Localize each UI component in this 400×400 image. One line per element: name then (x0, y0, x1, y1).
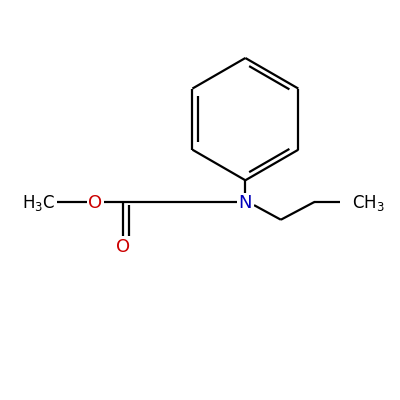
Text: N: N (239, 194, 252, 212)
Text: H$_3$C: H$_3$C (22, 193, 56, 213)
Text: O: O (116, 238, 130, 256)
Text: H$_3$C: H$_3$C (22, 193, 56, 213)
Text: N: N (239, 194, 252, 212)
Text: CH$_3$: CH$_3$ (352, 193, 385, 213)
Text: O: O (88, 194, 102, 212)
Text: O: O (88, 194, 102, 212)
Text: O: O (116, 238, 130, 256)
Text: CH$_3$: CH$_3$ (352, 193, 385, 213)
